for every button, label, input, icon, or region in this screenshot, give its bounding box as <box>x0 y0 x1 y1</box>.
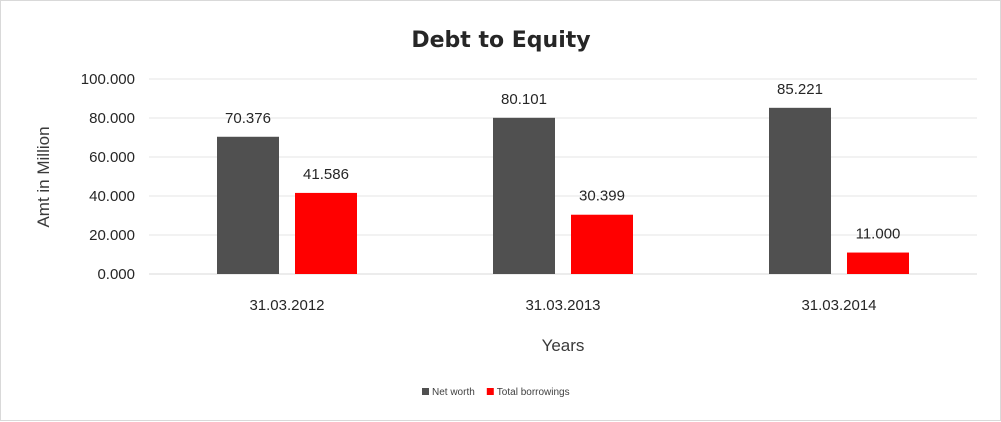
bar-total-borrowings <box>295 192 357 274</box>
data-labels: 70.376 41.586 80.101 30.399 85.221 11.000 <box>225 81 900 243</box>
x-axis-title: Years <box>542 336 585 355</box>
x-axis-categories: 31.03.2012 31.03.2013 31.03.2014 <box>249 297 876 314</box>
legend-label: Total borrowings <box>497 387 570 398</box>
y-tick-label: 0.000 <box>97 266 135 283</box>
bar-net-worth <box>493 117 555 275</box>
y-axis-title: Amt in Million <box>34 126 53 227</box>
data-label: 41.586 <box>303 166 349 183</box>
bars <box>217 107 909 275</box>
bar-total-borrowings <box>847 252 909 274</box>
legend-swatch <box>422 388 429 395</box>
x-category-label: 31.03.2013 <box>525 297 600 314</box>
bar-net-worth <box>217 136 279 274</box>
data-label: 85.221 <box>777 81 823 98</box>
y-tick-label: 80.000 <box>89 110 135 127</box>
y-tick-label: 20.000 <box>89 227 135 244</box>
y-axis-ticks: 0.000 20.000 40.000 60.000 80.000 100.000 <box>81 71 135 283</box>
gridlines <box>149 78 977 275</box>
legend-swatch <box>486 388 494 395</box>
legend: Net worth Total borrowings <box>422 387 570 398</box>
data-label: 11.000 <box>856 226 901 243</box>
y-tick-label: 100.000 <box>81 71 135 88</box>
legend-label: Net worth <box>432 387 475 398</box>
y-tick-label: 40.000 <box>89 188 135 205</box>
bar-net-worth <box>769 107 831 274</box>
data-label: 80.101 <box>501 91 547 108</box>
data-label: 70.376 <box>225 110 271 127</box>
chart-title: Debt to Equity <box>411 28 590 53</box>
x-category-label: 31.03.2012 <box>249 297 324 314</box>
x-category-label: 31.03.2014 <box>801 297 876 314</box>
data-label: 30.399 <box>579 188 625 205</box>
y-tick-label: 60.000 <box>89 149 135 166</box>
bar-total-borrowings <box>571 214 633 274</box>
